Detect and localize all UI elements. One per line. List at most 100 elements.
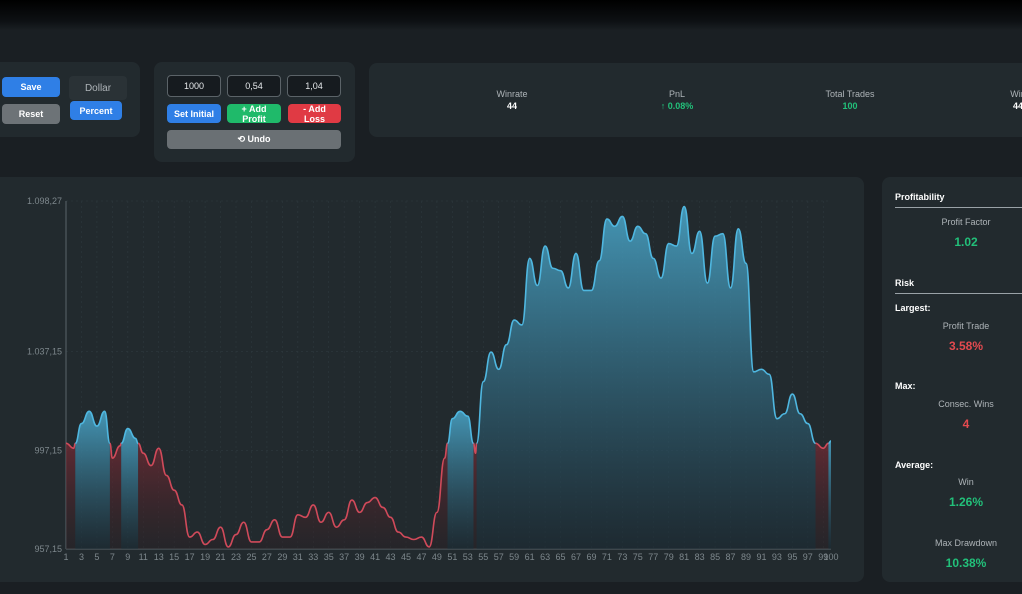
x-tick-label: 43 xyxy=(386,552,396,562)
x-tick-label: 61 xyxy=(525,552,535,562)
reset-button[interactable]: Reset xyxy=(2,104,60,124)
x-tick-label: 37 xyxy=(339,552,349,562)
equity-area-up xyxy=(828,440,831,549)
y-tick-label: 1.098,27 xyxy=(27,196,62,206)
equity-line-down xyxy=(109,442,122,459)
x-tick-label: 47 xyxy=(416,552,426,562)
equity-area-up xyxy=(121,428,139,549)
x-tick-label: 83 xyxy=(695,552,705,562)
consec-wins-value: 4 xyxy=(962,417,970,431)
x-tick-label: 55 xyxy=(478,552,488,562)
x-tick-label: 77 xyxy=(648,552,658,562)
equity-area-down xyxy=(109,443,122,549)
x-tick-label: 95 xyxy=(787,552,797,562)
set-initial-button[interactable]: Set Initial xyxy=(167,104,221,123)
equity-line-down xyxy=(137,442,449,548)
equity-area-down xyxy=(815,443,829,549)
stat-label-1: PnL xyxy=(668,89,685,99)
x-tick-label: 75 xyxy=(633,552,643,562)
y-tick-label: 1.037,15 xyxy=(27,347,62,357)
equity-area-up xyxy=(75,411,110,549)
equity-line-down xyxy=(472,442,478,454)
x-tick-label: 99 xyxy=(818,552,828,562)
x-tick-label: 63 xyxy=(540,552,550,562)
x-tick-label: 31 xyxy=(293,552,303,562)
x-tick-label: 17 xyxy=(185,552,195,562)
stat-value-3: 44 xyxy=(1012,101,1022,111)
x-tick-label: 41 xyxy=(370,552,380,562)
equity-area-up xyxy=(447,411,474,549)
dollar-toggle[interactable]: Dollar xyxy=(69,76,127,100)
profitability-divider xyxy=(895,207,1022,208)
equity-line-up xyxy=(446,410,475,445)
profit-factor-label: Profit Factor xyxy=(941,217,991,227)
top-bar xyxy=(0,0,1022,30)
x-tick-label: 27 xyxy=(262,552,272,562)
risk-title: Risk xyxy=(895,278,915,288)
add-profit-button[interactable]: + Add Profit xyxy=(227,104,281,124)
x-tick-label: 39 xyxy=(355,552,365,562)
profit-factor-value: 1.02 xyxy=(954,235,978,249)
average-title: Average: xyxy=(895,460,934,470)
x-tick-label: 69 xyxy=(586,552,596,562)
x-tick-label: 59 xyxy=(509,552,519,562)
x-tick-label: 35 xyxy=(324,552,334,562)
x-tick-label: 29 xyxy=(277,552,287,562)
equity-line-down xyxy=(65,442,77,450)
x-tick-label: 93 xyxy=(772,552,782,562)
x-tick-label: 9 xyxy=(125,552,130,562)
undo-button[interactable]: ⟲ Undo xyxy=(167,130,341,149)
x-tick-label: 71 xyxy=(602,552,612,562)
largest-title: Largest: xyxy=(895,303,931,313)
equity-line-up xyxy=(475,205,817,445)
x-tick-label: 1 xyxy=(63,552,68,562)
x-tick-label: 79 xyxy=(664,552,674,562)
add-loss-button[interactable]: - Add Loss xyxy=(288,104,341,124)
equity-line-down xyxy=(815,442,829,450)
x-tick-label: 7 xyxy=(110,552,115,562)
stat-label-2: Total Trades xyxy=(825,89,875,99)
x-tick-label: 91 xyxy=(756,552,766,562)
x-tick-label: 100 xyxy=(823,552,838,562)
equity-area-down xyxy=(138,443,448,549)
stats-panel xyxy=(369,63,1022,137)
max-drawdown-value: 10.38% xyxy=(945,556,987,570)
profit-trade-label: Profit Trade xyxy=(942,321,990,331)
x-tick-label: 53 xyxy=(463,552,473,562)
equity-area-up xyxy=(476,206,816,550)
profit-input[interactable]: 0,54 xyxy=(227,75,281,97)
max-title: Max: xyxy=(895,381,916,391)
x-tick-label: 13 xyxy=(154,552,164,562)
stat-value-0: 44 xyxy=(506,101,517,111)
equity-line-up xyxy=(120,427,139,445)
x-tick-label: 23 xyxy=(231,552,241,562)
x-tick-label: 49 xyxy=(432,552,442,562)
x-tick-label: 3 xyxy=(79,552,84,562)
profit-trade-value: 3.58% xyxy=(948,339,984,353)
equity-line-up xyxy=(828,440,832,445)
x-tick-label: 85 xyxy=(710,552,720,562)
x-tick-label: 19 xyxy=(200,552,210,562)
x-tick-label: 81 xyxy=(679,552,689,562)
x-tick-label: 57 xyxy=(494,552,504,562)
risk-divider xyxy=(895,293,1022,294)
equity-line-up xyxy=(74,410,111,445)
x-tick-label: 65 xyxy=(556,552,566,562)
x-tick-label: 45 xyxy=(401,552,411,562)
equity-area-down xyxy=(66,443,76,549)
profitability-title: Profitability xyxy=(895,192,945,202)
x-tick-label: 15 xyxy=(169,552,179,562)
avg-win-value: 1.26% xyxy=(948,495,984,509)
stat-value-2: 100 xyxy=(842,101,858,111)
y-tick-label: 997,15 xyxy=(34,445,62,455)
initial-balance-input[interactable]: 1000 xyxy=(167,75,221,97)
percent-toggle[interactable]: Percent xyxy=(70,101,122,120)
x-tick-label: 67 xyxy=(571,552,581,562)
x-tick-label: 87 xyxy=(726,552,736,562)
loss-input[interactable]: 1,04 xyxy=(287,75,341,97)
x-tick-label: 97 xyxy=(803,552,813,562)
y-tick-label: 957,15 xyxy=(34,544,62,554)
save-button[interactable]: Save xyxy=(2,77,60,97)
consec-wins-label: Consec. Wins xyxy=(938,399,994,409)
x-tick-label: 73 xyxy=(617,552,627,562)
